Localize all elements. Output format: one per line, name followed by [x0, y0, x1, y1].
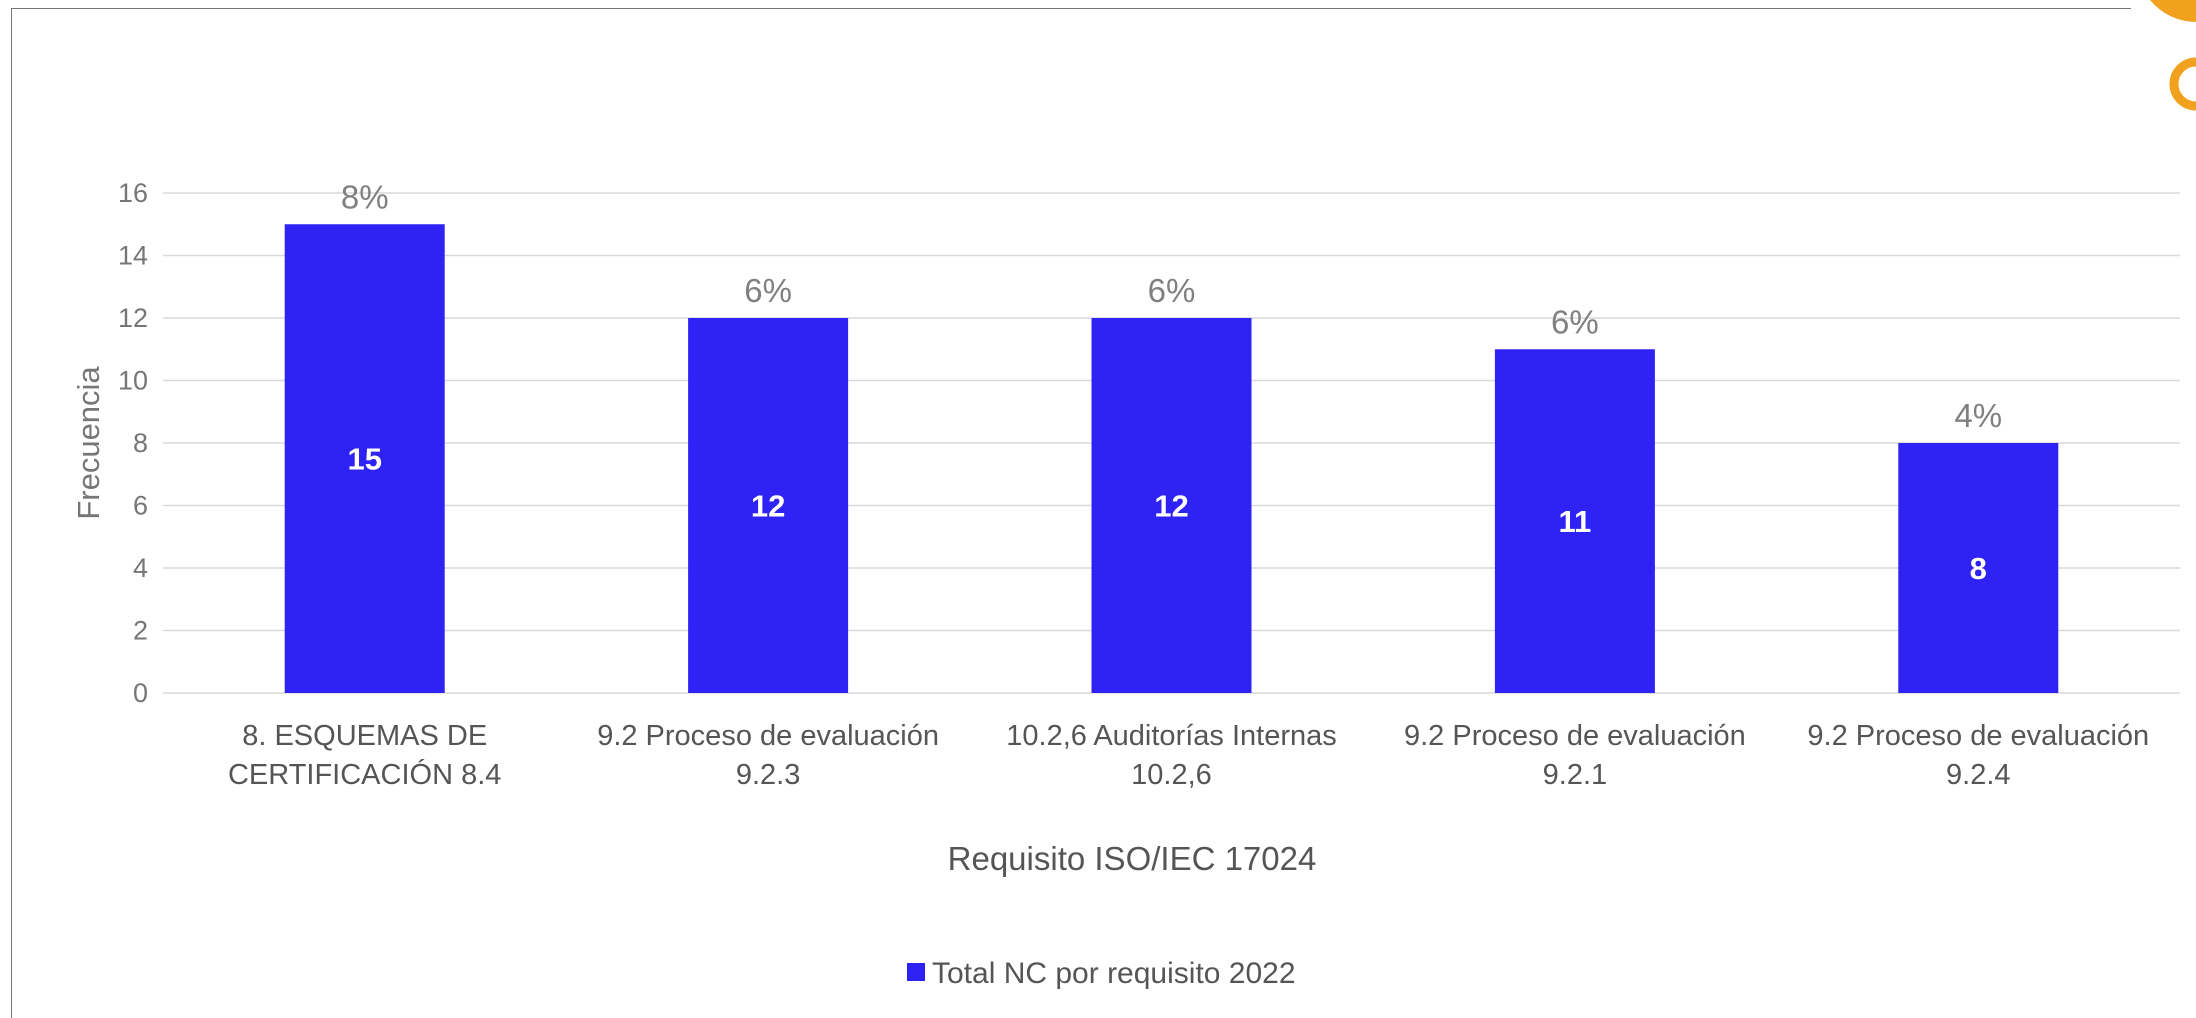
y-tick-label: 2	[133, 616, 148, 646]
y-tick-label: 0	[133, 678, 148, 708]
bar	[284, 224, 445, 693]
legend-label: Total NC por requisito 2022	[932, 957, 1296, 990]
bar-percent-label: 6%	[1148, 272, 1196, 309]
x-tick-label: 10.2,6	[1131, 759, 1212, 791]
bar-value-label: 8	[1970, 551, 1987, 586]
bar-value-label: 11	[1559, 504, 1592, 539]
bar-percent-label: 8%	[341, 178, 389, 215]
y-axis-label: Frecuencia	[71, 366, 106, 520]
corner-logo-fragment	[2150, 0, 2196, 111]
x-tick-label: 9.2.4	[1946, 759, 2011, 791]
x-tick-label: 9.2 Proceso de evaluación	[1404, 720, 1746, 752]
bar-percent-label: 6%	[744, 272, 792, 309]
x-tick-label: CERTIFICACIÓN 8.4	[228, 758, 501, 791]
x-tick-label: 8. ESQUEMAS DE	[242, 720, 487, 752]
y-tick-label: 8	[133, 428, 148, 458]
bar-value-label: 15	[347, 442, 381, 477]
y-axis-ticks: 0 2 4 6 8 10 12 14 16	[118, 178, 148, 708]
legend: Total NC por requisito 2022	[907, 957, 1296, 990]
bar	[688, 318, 849, 693]
y-tick-label: 4	[133, 553, 148, 583]
bars: 15 8% 12 6% 12 6% 11 6% 8 4%	[284, 178, 2059, 693]
x-tick-label: 9.2.3	[736, 759, 801, 791]
y-tick-label: 14	[118, 241, 148, 271]
bar-percent-label: 4%	[1954, 397, 2002, 434]
x-tick-label: 9.2 Proceso de evaluación	[1807, 720, 2149, 752]
x-axis-label: Requisito ISO/IEC 17024	[948, 840, 1317, 877]
bar	[1091, 318, 1252, 693]
x-tick-label: 10.2,6 Auditorías Internas	[1006, 720, 1337, 752]
bar	[1494, 349, 1655, 693]
y-tick-label: 6	[133, 491, 148, 521]
x-axis-ticks: 8. ESQUEMAS DE CERTIFICACIÓN 8.4 9.2 Proce…	[228, 720, 2149, 791]
chart-frame	[11, 8, 2131, 1018]
bar	[1898, 443, 2059, 693]
y-tick-label: 16	[118, 178, 148, 208]
y-tick-label: 10	[118, 366, 148, 396]
bar-value-label: 12	[1154, 489, 1188, 524]
bar-value-label: 12	[751, 489, 785, 524]
x-tick-label: 9.2.1	[1543, 759, 1608, 791]
y-tick-label: 12	[118, 303, 148, 333]
legend-swatch	[907, 963, 925, 981]
x-tick-label: 9.2 Proceso de evaluación	[597, 720, 939, 752]
bar-percent-label: 6%	[1551, 303, 1599, 340]
